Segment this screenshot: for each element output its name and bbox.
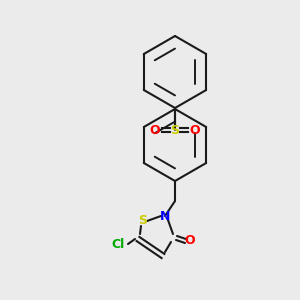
Text: S: S [139,214,148,227]
Text: N: N [160,209,170,223]
Text: S: S [170,124,179,136]
Text: O: O [150,124,160,136]
Text: Cl: Cl [111,238,124,250]
Text: O: O [190,124,200,136]
Text: O: O [185,235,195,248]
